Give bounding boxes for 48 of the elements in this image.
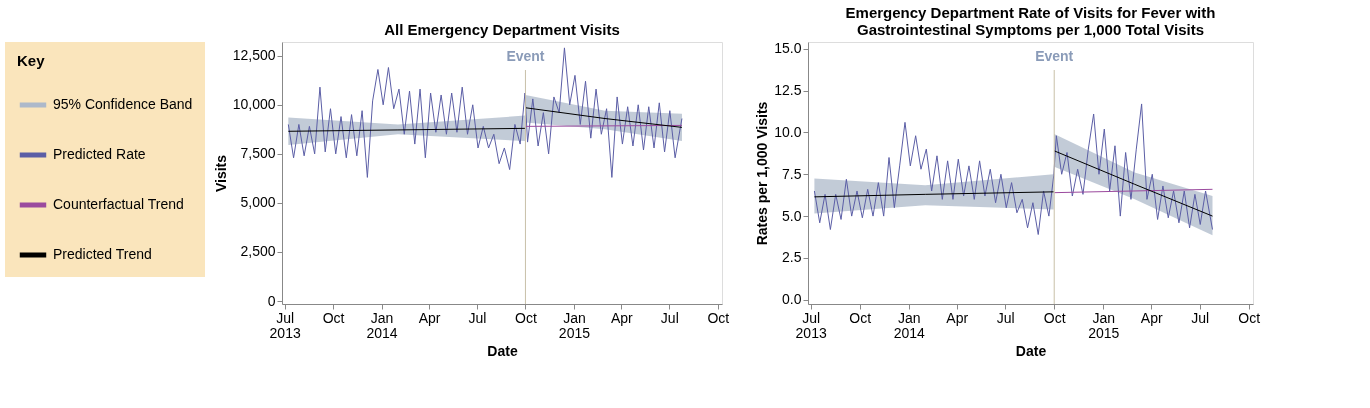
x-axis-title: Date (487, 342, 518, 359)
y-tick-label: 15.0 (774, 40, 802, 57)
y-tick-label: 7.5 (782, 165, 802, 182)
line-series (287, 47, 683, 178)
x-axis-title: Date (1015, 342, 1047, 359)
x-tick-label: Oct (515, 309, 537, 326)
x-tick-label: Jul 2013 (269, 309, 301, 341)
chart-title: Emergency Department Rate of Visits for Fever with Gastrointestinal Symptoms per 1,000 Total Visits (845, 3, 1216, 38)
legend-label: Counterfactual Trend (53, 196, 184, 212)
x-tick-label: Jul (1191, 309, 1210, 326)
ref-line-label: Event (506, 48, 545, 64)
y-tick-label: 12.5 (774, 82, 802, 99)
line-series (813, 103, 1213, 236)
x-tick-label: Jul (660, 309, 679, 326)
x-tick-label: Oct (1238, 309, 1261, 326)
x-tick-label: Jan 2014 (366, 309, 398, 341)
legend-label: Predicted Trend (53, 246, 152, 262)
y-axis-title: Visits (212, 154, 229, 193)
y-tick-label: 12,500 (232, 47, 276, 64)
legend-title: Key (17, 52, 46, 69)
y-tick-label: 2,500 (240, 243, 276, 260)
x-tick-label: Jul (996, 309, 1015, 326)
legend-label: Predicted Rate (53, 146, 146, 162)
x-tick-label: Apr (1140, 309, 1163, 326)
x-tick-label: Jul 2013 (795, 309, 827, 341)
x-tick-label: Jul (468, 309, 487, 326)
y-tick-label: 10.0 (774, 123, 802, 140)
x-tick-label: Oct (849, 309, 872, 326)
y-tick-label: 2.5 (782, 249, 802, 266)
y-tick-label: 5.0 (782, 207, 802, 224)
ref-line-label: Event (1035, 48, 1074, 64)
y-axis-title: Rates per 1,000 Visits (754, 101, 771, 246)
y-tick-label: 0.0 (782, 291, 802, 308)
y-tick-label: 0 (267, 292, 276, 309)
x-tick-label: Apr (946, 309, 969, 326)
x-tick-label: Jan 2015 (1088, 309, 1120, 341)
x-tick-label: Jan 2015 (558, 309, 591, 341)
x-tick-label: Apr (610, 309, 634, 326)
x-tick-label: Oct (707, 309, 730, 326)
x-tick-label: Oct (322, 309, 345, 326)
y-tick-label: 7,500 (240, 145, 276, 162)
x-tick-label: Apr (418, 309, 441, 326)
text: 95% Confidence Band (53, 96, 193, 112)
y-tick-label: 5,000 (240, 194, 276, 211)
x-tick-label: Jan 2014 (893, 309, 925, 341)
x-tick-label: Oct (1043, 309, 1066, 326)
y-tick-label: 10,000 (232, 96, 276, 113)
chart-title: All Emergency Department Visits (384, 21, 620, 38)
